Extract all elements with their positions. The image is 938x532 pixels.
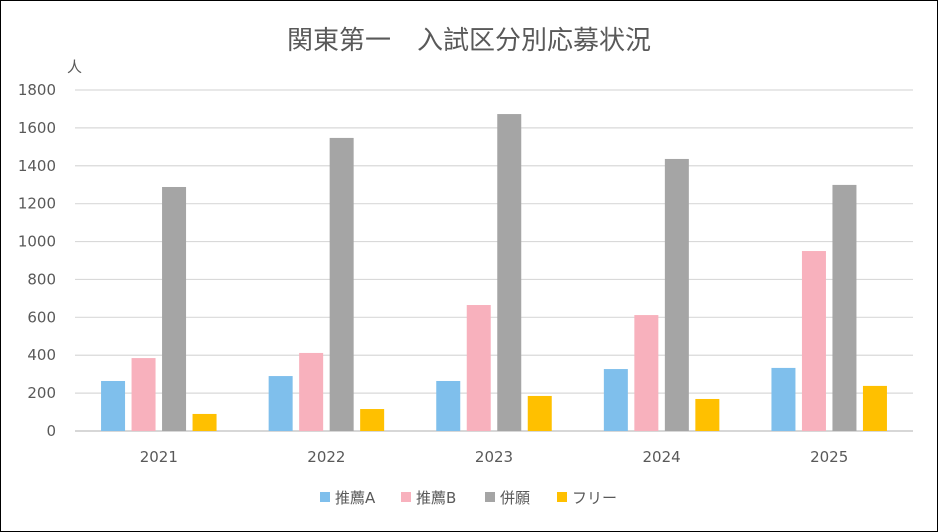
x-tick-label: 2021: [140, 448, 178, 466]
legend-label: 推薦B: [416, 489, 456, 507]
y-tick-label: 0: [46, 422, 56, 440]
bar-推薦A-2025: [771, 367, 796, 431]
y-tick-label: 400: [27, 346, 56, 364]
bar-推薦A-2023: [436, 380, 461, 431]
bar-フリー-2025: [862, 385, 887, 431]
bar-推薦A-2022: [268, 376, 293, 431]
legend-swatch: [401, 492, 411, 502]
legend-swatch: [320, 492, 330, 502]
legend-label: フリー: [572, 489, 617, 507]
bar-推薦B-2023: [466, 305, 491, 431]
bar-推薦B-2022: [299, 352, 324, 431]
bar-併願-2021: [162, 186, 187, 431]
chart-title: 関東第一 入試区分別応募状況: [287, 26, 651, 56]
bar-フリー-2024: [695, 398, 720, 431]
y-axis-unit-label: 人: [67, 58, 82, 76]
bar-推薦B-2024: [634, 315, 659, 431]
bar-併願-2024: [664, 158, 689, 432]
bar-併願-2023: [497, 114, 522, 431]
bar-推薦B-2025: [801, 251, 826, 431]
y-tick-label: 800: [27, 270, 56, 288]
y-tick-label: 600: [27, 308, 56, 326]
x-tick-label: 2025: [810, 448, 848, 466]
bar-併願-2025: [832, 184, 857, 431]
y-tick-label: 1200: [18, 195, 56, 213]
y-tick-label: 1000: [18, 233, 56, 251]
y-tick-label: 1600: [18, 119, 56, 137]
y-tick-label: 200: [27, 384, 56, 402]
legend-label: 推薦A: [335, 489, 376, 507]
legend-label: 併願: [500, 489, 530, 507]
bar-推薦A-2024: [603, 369, 628, 431]
x-tick-label: 2022: [307, 448, 345, 466]
bar-フリー-2021: [192, 413, 217, 431]
legend-swatch: [485, 492, 495, 502]
x-tick-label: 2024: [643, 448, 681, 466]
x-tick-label: 2023: [475, 448, 513, 466]
y-tick-label: 1800: [18, 81, 56, 99]
bar-推薦B-2021: [131, 358, 156, 431]
y-tick-label: 1400: [18, 157, 56, 175]
bar-フリー-2022: [360, 409, 385, 431]
bar-推薦A-2021: [101, 380, 126, 431]
legend-swatch: [557, 492, 567, 502]
bar-フリー-2023: [527, 395, 552, 431]
bar-併願-2022: [329, 137, 354, 431]
